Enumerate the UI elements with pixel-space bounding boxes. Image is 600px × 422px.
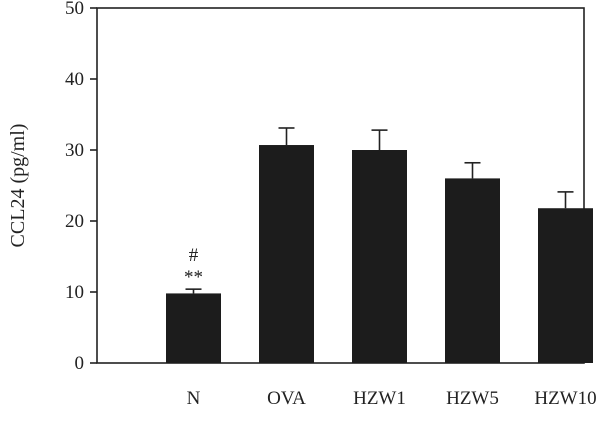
y-tick-label: 30 xyxy=(65,140,84,161)
category-label-hzw5: HZW5 xyxy=(446,388,499,409)
y-axis-title: CCL24 (pg/ml) xyxy=(7,124,29,248)
bars xyxy=(166,127,593,363)
category-label-ova: OVA xyxy=(267,388,306,409)
significance-mark: # xyxy=(189,245,199,266)
y-tick-label: 0 xyxy=(75,353,85,374)
category-label-n: N xyxy=(187,388,201,409)
bar-ova xyxy=(259,145,314,363)
bar-hzw10 xyxy=(538,208,593,363)
y-tick-label: 40 xyxy=(65,69,84,90)
bar-n xyxy=(166,293,221,363)
y-tick-label: 10 xyxy=(65,282,84,303)
labels: 0 10 20 30 40 50 CCL24 (pg/ml) N OVA HZW1 HZW5 HZW1… xyxy=(7,0,597,409)
plot-frame xyxy=(96,7,585,364)
category-label-hzw10: HZW10 xyxy=(534,388,596,409)
axes xyxy=(90,7,585,364)
significance-mark: ** xyxy=(184,267,203,288)
bar-hzw1 xyxy=(352,150,407,363)
y-tick-label: 20 xyxy=(65,211,84,232)
category-label-hzw1: HZW1 xyxy=(353,388,406,409)
bar-hzw5 xyxy=(445,178,500,363)
y-tick-label: 50 xyxy=(65,0,84,19)
